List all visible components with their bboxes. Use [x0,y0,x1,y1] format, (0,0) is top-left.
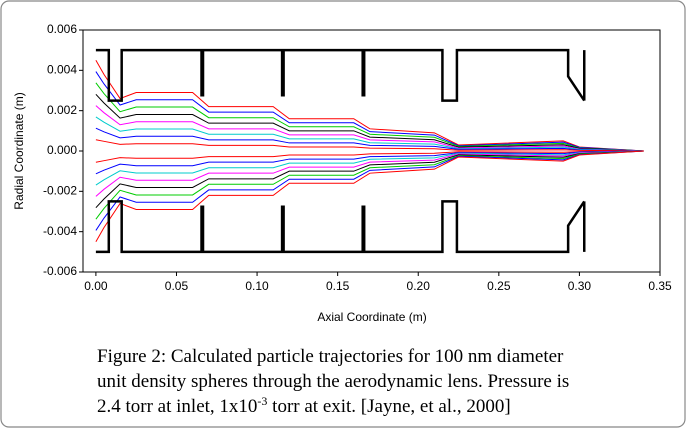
lens-wall [95,48,586,102]
caption-superscript: -3 [257,394,267,408]
y-tick-label: 0.006 [47,22,77,36]
y-tick-label: 0.002 [47,103,77,117]
x-tick-label: 0.05 [165,279,189,293]
y-tick-label: -0.006 [43,264,77,278]
trajectory [95,150,644,175]
x-tick-label: 0.30 [568,279,592,293]
trajectory [95,150,644,163]
x-axis-label: Axial Coordinate (m) [317,310,426,324]
y-tick-label: 0.004 [47,63,77,77]
trajectory [95,139,644,152]
x-tick-label: 0.25 [487,279,511,293]
trajectory [95,93,644,152]
y-tick-label: -0.004 [43,224,77,238]
trajectory [95,150,644,242]
caption-line: unit density spheres through the aerodyn… [97,371,569,392]
x-tick-label: 0.15 [326,279,350,293]
trajectory [95,105,644,152]
trajectory [95,150,644,186]
trajectory [95,127,644,152]
caption-line: Figure 2: Calculated particle trajectori… [97,346,564,367]
y-tick-label: -0.002 [43,184,77,198]
x-tick-label: 0.10 [245,279,269,293]
x-tick-label: 0.35 [648,279,672,293]
lens-wall [95,200,586,254]
x-tick-label: 0.00 [84,279,108,293]
trajectory [95,71,644,152]
y-tick-label: 0.000 [47,143,77,157]
caption-line: 2.4 torr at inlet, 1x10-3 torr at exit. … [97,394,511,417]
trajectory [95,150,644,220]
plot-frame [82,29,661,273]
caption-text: torr at exit. [Jayne, et al., 2000] [267,396,510,417]
caption-text: 2.4 torr at inlet, 1x10 [97,396,257,417]
trajectory [95,60,644,152]
trajectory [95,116,644,152]
trajectory [95,150,644,231]
trajectory [95,82,644,152]
trajectory [95,150,644,197]
x-tick-label: 0.20 [407,279,431,293]
y-axis-label: Radial Coordinate (m) [12,92,26,209]
trajectory [95,150,644,209]
